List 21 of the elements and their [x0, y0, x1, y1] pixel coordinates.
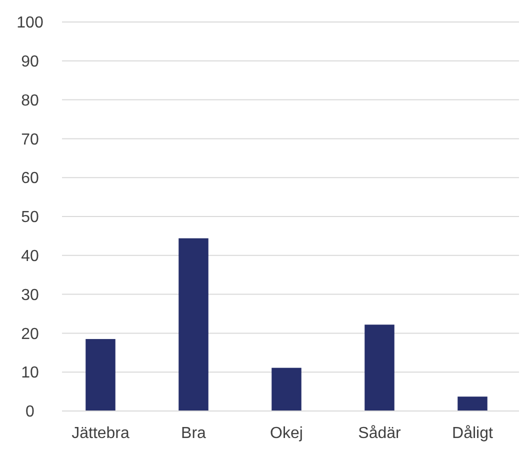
x-tick-label: Dåligt: [452, 425, 494, 442]
x-tick-label: Jättebra: [72, 425, 130, 442]
bar: [178, 238, 208, 411]
x-tick-label: Sådär: [358, 425, 402, 442]
y-tick-label: 0: [26, 404, 35, 421]
x-tick-label: Okej: [270, 425, 303, 442]
bar: [364, 324, 394, 411]
y-tick-label: 80: [21, 92, 39, 110]
y-tick-label: 100: [16, 14, 44, 32]
y-tick-label: 60: [21, 170, 39, 188]
y-tick-label: 40: [21, 248, 39, 265]
bar: [86, 339, 116, 411]
y-tick-label: 20: [21, 326, 39, 343]
bar: [272, 368, 302, 411]
y-tick-label: 90: [21, 54, 39, 70]
bar: [458, 396, 488, 411]
y-tick-label: 30: [21, 286, 39, 304]
x-tick-label: Bra: [181, 425, 206, 442]
y-tick-label: 10: [21, 364, 39, 382]
y-tick-label: 70: [21, 131, 39, 148]
y-tick-label: 50: [21, 209, 39, 226]
